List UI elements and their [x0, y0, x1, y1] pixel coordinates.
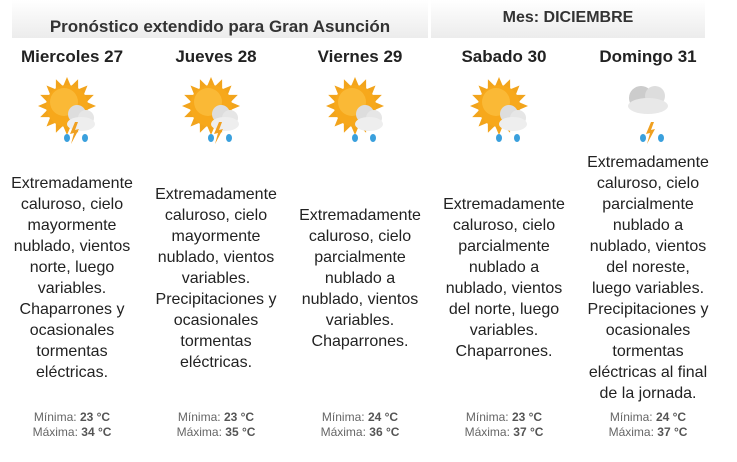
max-label: Máxima: [32, 425, 78, 439]
max-temp: Máxima: 37 °C [609, 425, 688, 440]
max-label: Máxima: [608, 425, 654, 439]
forecast-description: Extremadamente caluroso, cielo parcialme… [587, 154, 709, 402]
sun-cloud-rain-icon [469, 76, 539, 146]
day-name: Jueves 28 [175, 47, 257, 66]
month-label: Mes: DICIEMBRE [431, 0, 705, 38]
min-label: Mínima: [321, 410, 365, 424]
min-value: 24 °C [655, 410, 687, 424]
min-temp: Mínima: 23 °C [466, 410, 542, 425]
day-column: Miercoles 27 Extremadamente caluroso, ci… [0, 42, 144, 440]
min-value: 24 °C [367, 410, 399, 424]
max-value: 34 °C [81, 425, 112, 439]
max-value: 37 °C [513, 425, 544, 439]
min-value: 23 °C [79, 410, 111, 424]
min-value: 23 °C [511, 410, 543, 424]
day-column: Domingo 31 Extremadamente caluroso, ciel… [576, 42, 720, 440]
forecast-description: Extremadamente caluroso, cielo mayorment… [155, 185, 277, 371]
max-label: Máxima: [320, 425, 366, 439]
min-label: Mínima: [33, 410, 77, 424]
sun-cloud-storm-rain-icon [181, 76, 251, 146]
forecast-columns: Miercoles 27 Extremadamente caluroso, ci… [0, 42, 737, 440]
min-temp: Mínima: 23 °C [178, 410, 254, 425]
sun-cloud-rain-icon [325, 76, 395, 146]
day-name: Domingo 31 [599, 47, 697, 66]
min-temp: Mínima: 24 °C [322, 410, 398, 425]
day-name: Viernes 29 [317, 47, 403, 66]
min-label: Mínima: [465, 410, 509, 424]
day-column: Viernes 29 Extremadamente caluroso, ciel… [288, 42, 432, 440]
max-temp: Máxima: 36 °C [321, 425, 400, 440]
max-temp: Máxima: 37 °C [465, 425, 544, 440]
min-value: 23 °C [223, 410, 255, 424]
max-value: 35 °C [225, 425, 256, 439]
day-column: Sabado 30 Extremadamente caluroso, cielo… [432, 42, 576, 440]
forecast-description: Extremadamente caluroso, cielo mayorment… [11, 175, 133, 381]
min-temp: Mínima: 24 °C [610, 410, 686, 425]
max-label: Máxima: [464, 425, 510, 439]
max-temp: Máxima: 34 °C [33, 425, 112, 440]
forecast-title: Pronóstico extendido para Gran Asunción [12, 0, 428, 38]
min-label: Mínima: [609, 410, 653, 424]
forecast-description: Extremadamente caluroso, cielo parcialme… [443, 196, 565, 360]
min-label: Mínima: [177, 410, 221, 424]
day-name: Sabado 30 [461, 47, 547, 66]
max-value: 37 °C [657, 425, 688, 439]
min-temp: Mínima: 23 °C [34, 410, 110, 425]
day-name: Miercoles 27 [20, 47, 124, 66]
sun-cloud-storm-rain-icon [37, 76, 107, 146]
max-value: 36 °C [369, 425, 400, 439]
max-temp: Máxima: 35 °C [177, 425, 256, 440]
max-label: Máxima: [176, 425, 222, 439]
forecast-description: Extremadamente caluroso, cielo parcialme… [299, 206, 421, 350]
cloud-storm-rain-icon [613, 76, 683, 146]
day-column: Jueves 28 Extremadamente caluroso, cielo… [144, 42, 288, 440]
